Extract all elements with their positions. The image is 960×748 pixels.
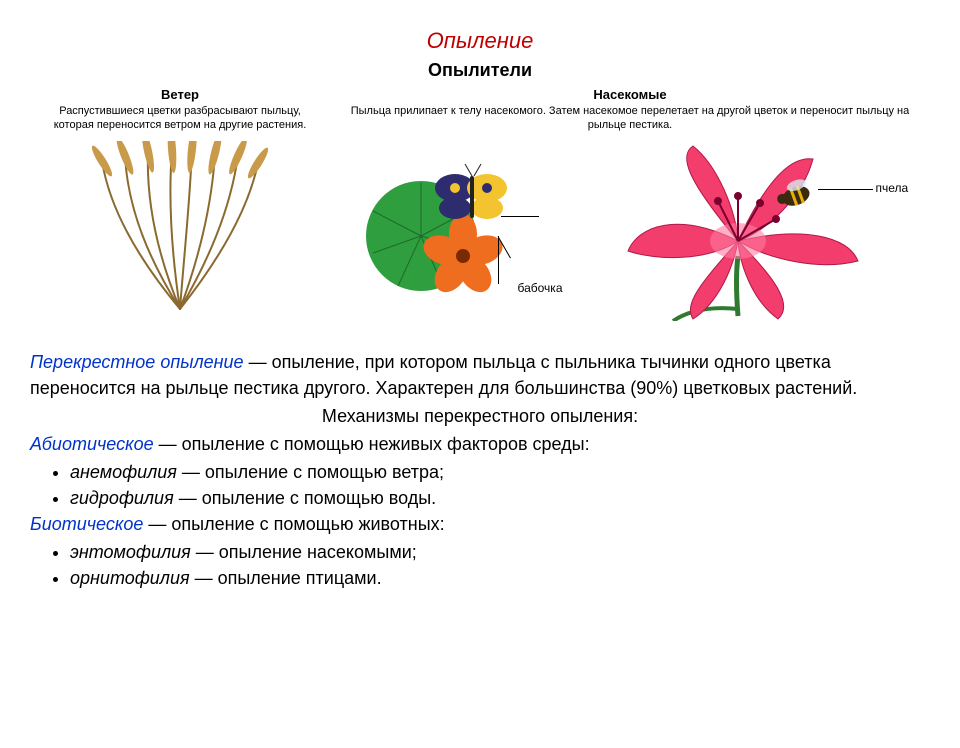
abiotic-rest: — опыление с помощью неживых факторов ср…	[154, 434, 590, 454]
wind-heading: Ветер	[30, 87, 330, 102]
biotic-list: энтомофилия — опыление насекомыми; орнит…	[30, 539, 930, 591]
biotic-term: Биотическое	[30, 514, 143, 534]
illustration-row: бабочка	[0, 133, 960, 321]
butterfly-leader-line	[501, 216, 539, 217]
bee-flower-illustration: пчела	[618, 141, 918, 321]
butterfly-leader-line-2	[498, 236, 499, 284]
insect-illustrations: бабочка	[330, 141, 930, 321]
mechanisms-heading: Механизмы перекрестного опыления:	[30, 403, 930, 429]
cross-pollination-term: Перекрестное опыление	[30, 352, 244, 372]
abiotic-term: Абиотическое	[30, 434, 154, 454]
butterfly-flower-illustration: бабочка	[343, 141, 593, 321]
wheat-icon	[80, 141, 280, 311]
main-title: Опыление	[0, 28, 960, 54]
cross-pollination-paragraph: Перекрестное опыление — опыление, при ко…	[30, 349, 930, 401]
pollinator-columns: Ветер Распустившиеся цветки разбрасывают…	[0, 87, 960, 133]
wind-description: Распустившиеся цветки разбрасывают пыльц…	[30, 104, 330, 133]
bee-label: пчела	[876, 181, 909, 195]
biotic-line: Биотическое — опыление с помощью животны…	[30, 511, 930, 537]
wind-column: Ветер Распустившиеся цветки разбрасывают…	[30, 87, 330, 133]
biotic-rest: — опыление с помощью животных:	[143, 514, 444, 534]
insects-description: Пыльца прилипает к телу насекомого. Зате…	[330, 104, 930, 133]
list-item: орнитофилия — опыление птицами.	[70, 565, 930, 591]
abiotic-line: Абиотическое — опыление с помощью неживы…	[30, 431, 930, 457]
list-item: гидрофилия — опыление с помощью воды.	[70, 485, 930, 511]
insects-column: Насекомые Пыльца прилипает к телу насеко…	[330, 87, 930, 133]
list-item: энтомофилия — опыление насекомыми;	[70, 539, 930, 565]
abiotic-list: анемофилия — опыление с помощью ветра; г…	[30, 459, 930, 511]
subtitle-pollinators: Опылители	[0, 60, 960, 81]
butterfly-label: бабочка	[518, 281, 563, 295]
wind-illustration	[30, 141, 330, 311]
bee-leader-line	[818, 189, 873, 190]
insects-heading: Насекомые	[330, 87, 930, 102]
list-item: анемофилия — опыление с помощью ветра;	[70, 459, 930, 485]
body-text: Перекрестное опыление — опыление, при ко…	[0, 349, 960, 592]
